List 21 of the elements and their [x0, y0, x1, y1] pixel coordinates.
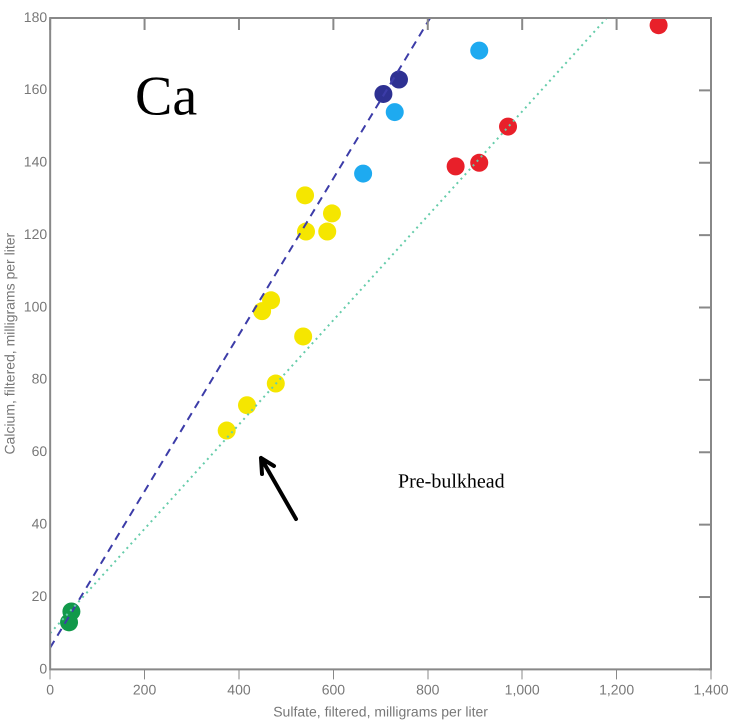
y-tick-label: 160 [24, 81, 48, 98]
y-tick-label: 60 [32, 443, 48, 460]
y-tick-label: 0 [39, 660, 48, 676]
y-tick-label: 20 [32, 588, 48, 604]
x-tick-label: 200 [132, 682, 156, 698]
y-axis-title: Calcium, filtered, milligrams per liter [1, 232, 18, 455]
x-axis-title: Sulfate, filtered, milligrams per liter [273, 703, 488, 720]
x-tick-label: 600 [322, 682, 346, 698]
y-tick-label: 40 [32, 516, 48, 532]
x-tick-label: 1,000 [504, 682, 540, 698]
x-tick-label: 400 [227, 682, 251, 698]
annotation: Ca [135, 66, 198, 128]
x-tick-label: 1,400 [693, 682, 729, 698]
y-tick-label: 80 [32, 370, 48, 387]
y-tick-label: 140 [24, 154, 48, 170]
y-tick-label: 100 [24, 298, 48, 314]
x-tick-label: 800 [416, 682, 440, 698]
x-tick-label: 1,200 [599, 682, 634, 698]
annotation: Pre-bulkhead [398, 470, 505, 492]
y-tick-label: 120 [24, 226, 48, 242]
y-tick-label: 180 [24, 8, 48, 25]
